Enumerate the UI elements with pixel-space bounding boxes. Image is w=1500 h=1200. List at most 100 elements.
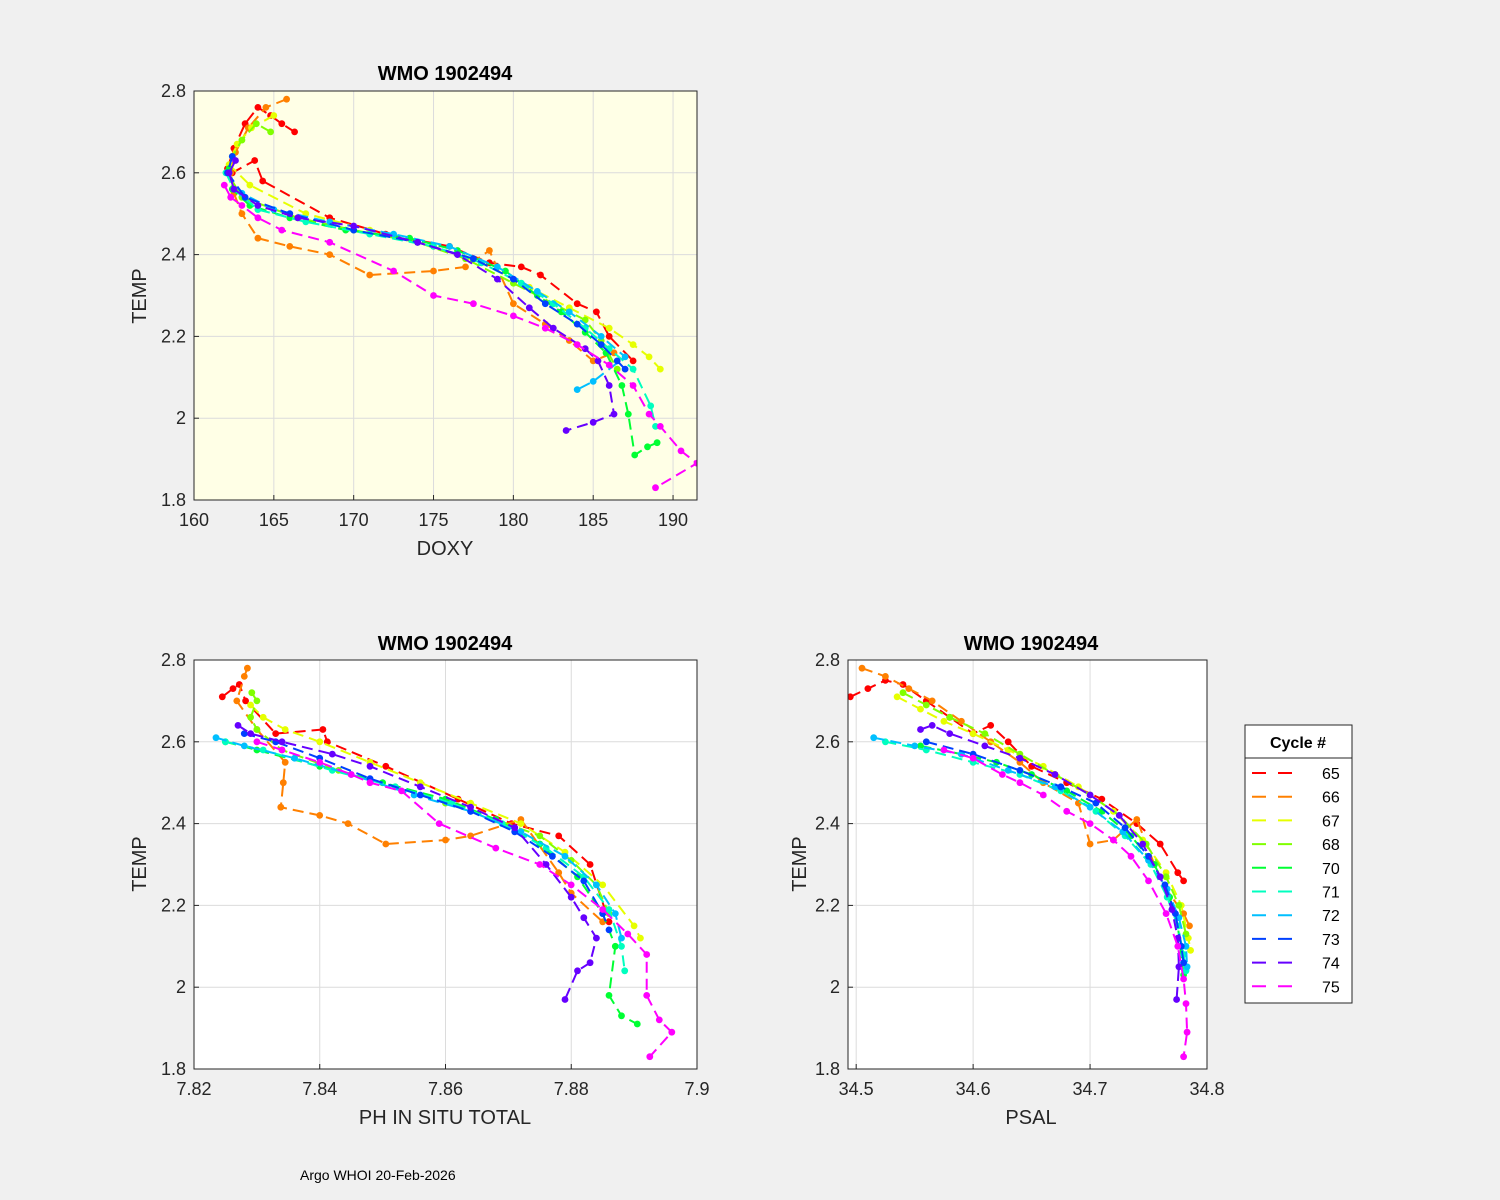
data-point bbox=[1016, 767, 1024, 774]
series-line bbox=[943, 749, 1189, 1057]
data-point bbox=[220, 181, 228, 189]
data-point bbox=[629, 357, 637, 365]
x-tick-label: 170 bbox=[339, 510, 369, 530]
data-point bbox=[1174, 942, 1182, 950]
data-point bbox=[1016, 754, 1024, 762]
data-point bbox=[511, 824, 519, 832]
data-point bbox=[652, 484, 659, 492]
plot-area bbox=[848, 660, 1207, 1069]
data-point bbox=[1139, 840, 1147, 848]
data-point bbox=[416, 791, 424, 799]
x-tick-label: 7.88 bbox=[554, 1079, 589, 1099]
data-point bbox=[1183, 1028, 1191, 1036]
data-point bbox=[629, 365, 637, 373]
data-point bbox=[630, 922, 638, 930]
x-tick-label: 160 bbox=[179, 510, 209, 530]
y-axis-label: TEMP bbox=[789, 836, 811, 892]
data-point bbox=[1086, 840, 1094, 848]
legend-label: 71 bbox=[1322, 885, 1340, 902]
x-tick-label: 7.84 bbox=[302, 1079, 337, 1099]
data-point bbox=[644, 443, 651, 451]
y-tick-label: 2.4 bbox=[161, 814, 186, 834]
data-point bbox=[981, 742, 989, 750]
data-point bbox=[940, 746, 948, 754]
data-point bbox=[593, 934, 600, 942]
data-point bbox=[278, 746, 286, 754]
data-point bbox=[599, 906, 607, 913]
data-point bbox=[1121, 824, 1129, 832]
data-point bbox=[267, 128, 274, 136]
data-point bbox=[593, 881, 600, 889]
series-line bbox=[849, 679, 1185, 882]
data-point bbox=[517, 279, 525, 287]
data-point bbox=[693, 459, 697, 467]
data-point bbox=[1174, 869, 1182, 877]
data-point bbox=[655, 1016, 663, 1024]
data-point bbox=[278, 120, 286, 128]
data-point bbox=[928, 697, 936, 705]
data-point bbox=[486, 247, 493, 254]
data-point bbox=[562, 427, 570, 434]
data-point bbox=[253, 726, 261, 733]
data-point bbox=[610, 410, 618, 418]
series-74 bbox=[234, 722, 600, 1003]
data-point bbox=[858, 664, 866, 672]
data-point bbox=[618, 382, 626, 389]
data-point bbox=[326, 251, 334, 258]
data-point bbox=[599, 881, 607, 889]
y-tick-label: 1.8 bbox=[161, 1059, 186, 1079]
data-point bbox=[248, 689, 256, 697]
data-point bbox=[541, 324, 549, 332]
data-point bbox=[272, 730, 280, 737]
data-point bbox=[605, 361, 613, 369]
data-point bbox=[270, 112, 278, 119]
data-point bbox=[574, 967, 581, 975]
data-point bbox=[233, 697, 241, 705]
series-75 bbox=[940, 746, 1191, 1061]
data-point bbox=[398, 787, 405, 795]
data-point bbox=[549, 852, 556, 860]
data-point bbox=[567, 881, 575, 889]
data-point bbox=[958, 717, 965, 725]
data-point bbox=[234, 722, 242, 729]
data-point bbox=[454, 251, 461, 258]
data-point bbox=[580, 877, 588, 885]
data-point bbox=[1110, 836, 1117, 844]
data-point bbox=[573, 341, 581, 348]
chart-doxy: 160 165 170 175 180 185 190 1.8 2 2.2 2.4 2.6 2.8 WM… bbox=[129, 63, 698, 560]
data-point bbox=[589, 418, 597, 426]
y-axis-label: TEMP bbox=[129, 836, 151, 892]
legend-entry: 75 bbox=[1252, 979, 1340, 996]
data-point bbox=[605, 382, 613, 389]
data-point bbox=[656, 365, 664, 373]
data-point bbox=[893, 693, 901, 701]
data-point bbox=[242, 697, 250, 705]
series-line bbox=[225, 740, 626, 971]
data-point bbox=[580, 914, 588, 922]
data-point bbox=[549, 324, 557, 332]
series-line bbox=[926, 740, 1185, 963]
data-point bbox=[589, 357, 597, 365]
data-point bbox=[1180, 959, 1187, 967]
legend-label: 75 bbox=[1322, 979, 1340, 996]
y-tick-label: 2 bbox=[176, 977, 186, 997]
data-point bbox=[494, 263, 501, 271]
data-point bbox=[225, 169, 233, 177]
data-point bbox=[278, 738, 286, 746]
data-point bbox=[1180, 877, 1187, 885]
data-point bbox=[631, 451, 639, 459]
x-axis-label: PSAL bbox=[1005, 1107, 1056, 1129]
data-point bbox=[561, 996, 569, 1003]
y-tick-label: 2.6 bbox=[815, 732, 840, 752]
data-point bbox=[328, 750, 336, 758]
y-tick-label: 2.2 bbox=[161, 895, 186, 915]
data-point bbox=[366, 762, 374, 770]
ticks: 7.82 7.84 7.86 7.88 7.9 1.8 2 2.2 2.4 2.6 2.8 bbox=[161, 650, 710, 1099]
y-tick-label: 2.2 bbox=[161, 326, 186, 346]
data-point bbox=[1175, 902, 1183, 909]
chart-psal: 34.5 34.6 34.7 34.8 1.8 2 2.2 2.4 2.6 2.8 WMO 190… bbox=[789, 633, 1225, 1129]
data-point bbox=[1145, 877, 1152, 885]
legend-entries: 65 66 67 68 70 71 72 73 74 75 bbox=[1252, 766, 1340, 996]
data-point bbox=[624, 930, 632, 938]
data-point bbox=[917, 742, 924, 750]
